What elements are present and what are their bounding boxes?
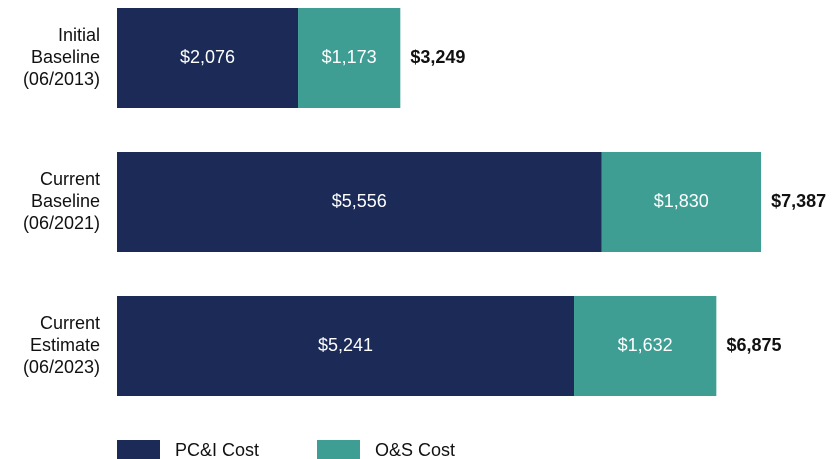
value-label: $1,830 [654,191,709,211]
bar-segment [574,296,717,396]
y-tick-label: Initial [58,25,100,45]
total-label: $3,249 [410,47,465,67]
y-tick-label: Current [40,169,100,189]
y-tick-label: Current [40,313,100,333]
value-label: $1,632 [618,335,673,355]
bar-segment [117,8,299,108]
total-label: $7,387 [771,191,826,211]
value-label: $5,241 [318,335,373,355]
legend-label: O&S Cost [375,440,455,459]
total-label: $6,875 [727,335,782,355]
y-tick-label: Estimate [30,335,100,355]
y-tick-label: (06/2023) [23,357,100,377]
y-tick-label: (06/2013) [23,69,100,89]
bar-segment [298,8,401,108]
bar-segment [117,152,602,252]
value-label: $2,076 [180,47,235,67]
y-tick-label: (06/2021) [23,213,100,233]
legend-label: PC&I Cost [175,440,259,459]
y-tick-label: Baseline [31,47,100,67]
value-label: $5,556 [332,191,387,211]
legend-swatch [317,440,360,459]
legend-swatch [117,440,160,459]
bar-segment [601,152,762,252]
value-label: $1,173 [322,47,377,67]
bar-segment [117,296,575,396]
y-tick-label: Baseline [31,191,100,211]
